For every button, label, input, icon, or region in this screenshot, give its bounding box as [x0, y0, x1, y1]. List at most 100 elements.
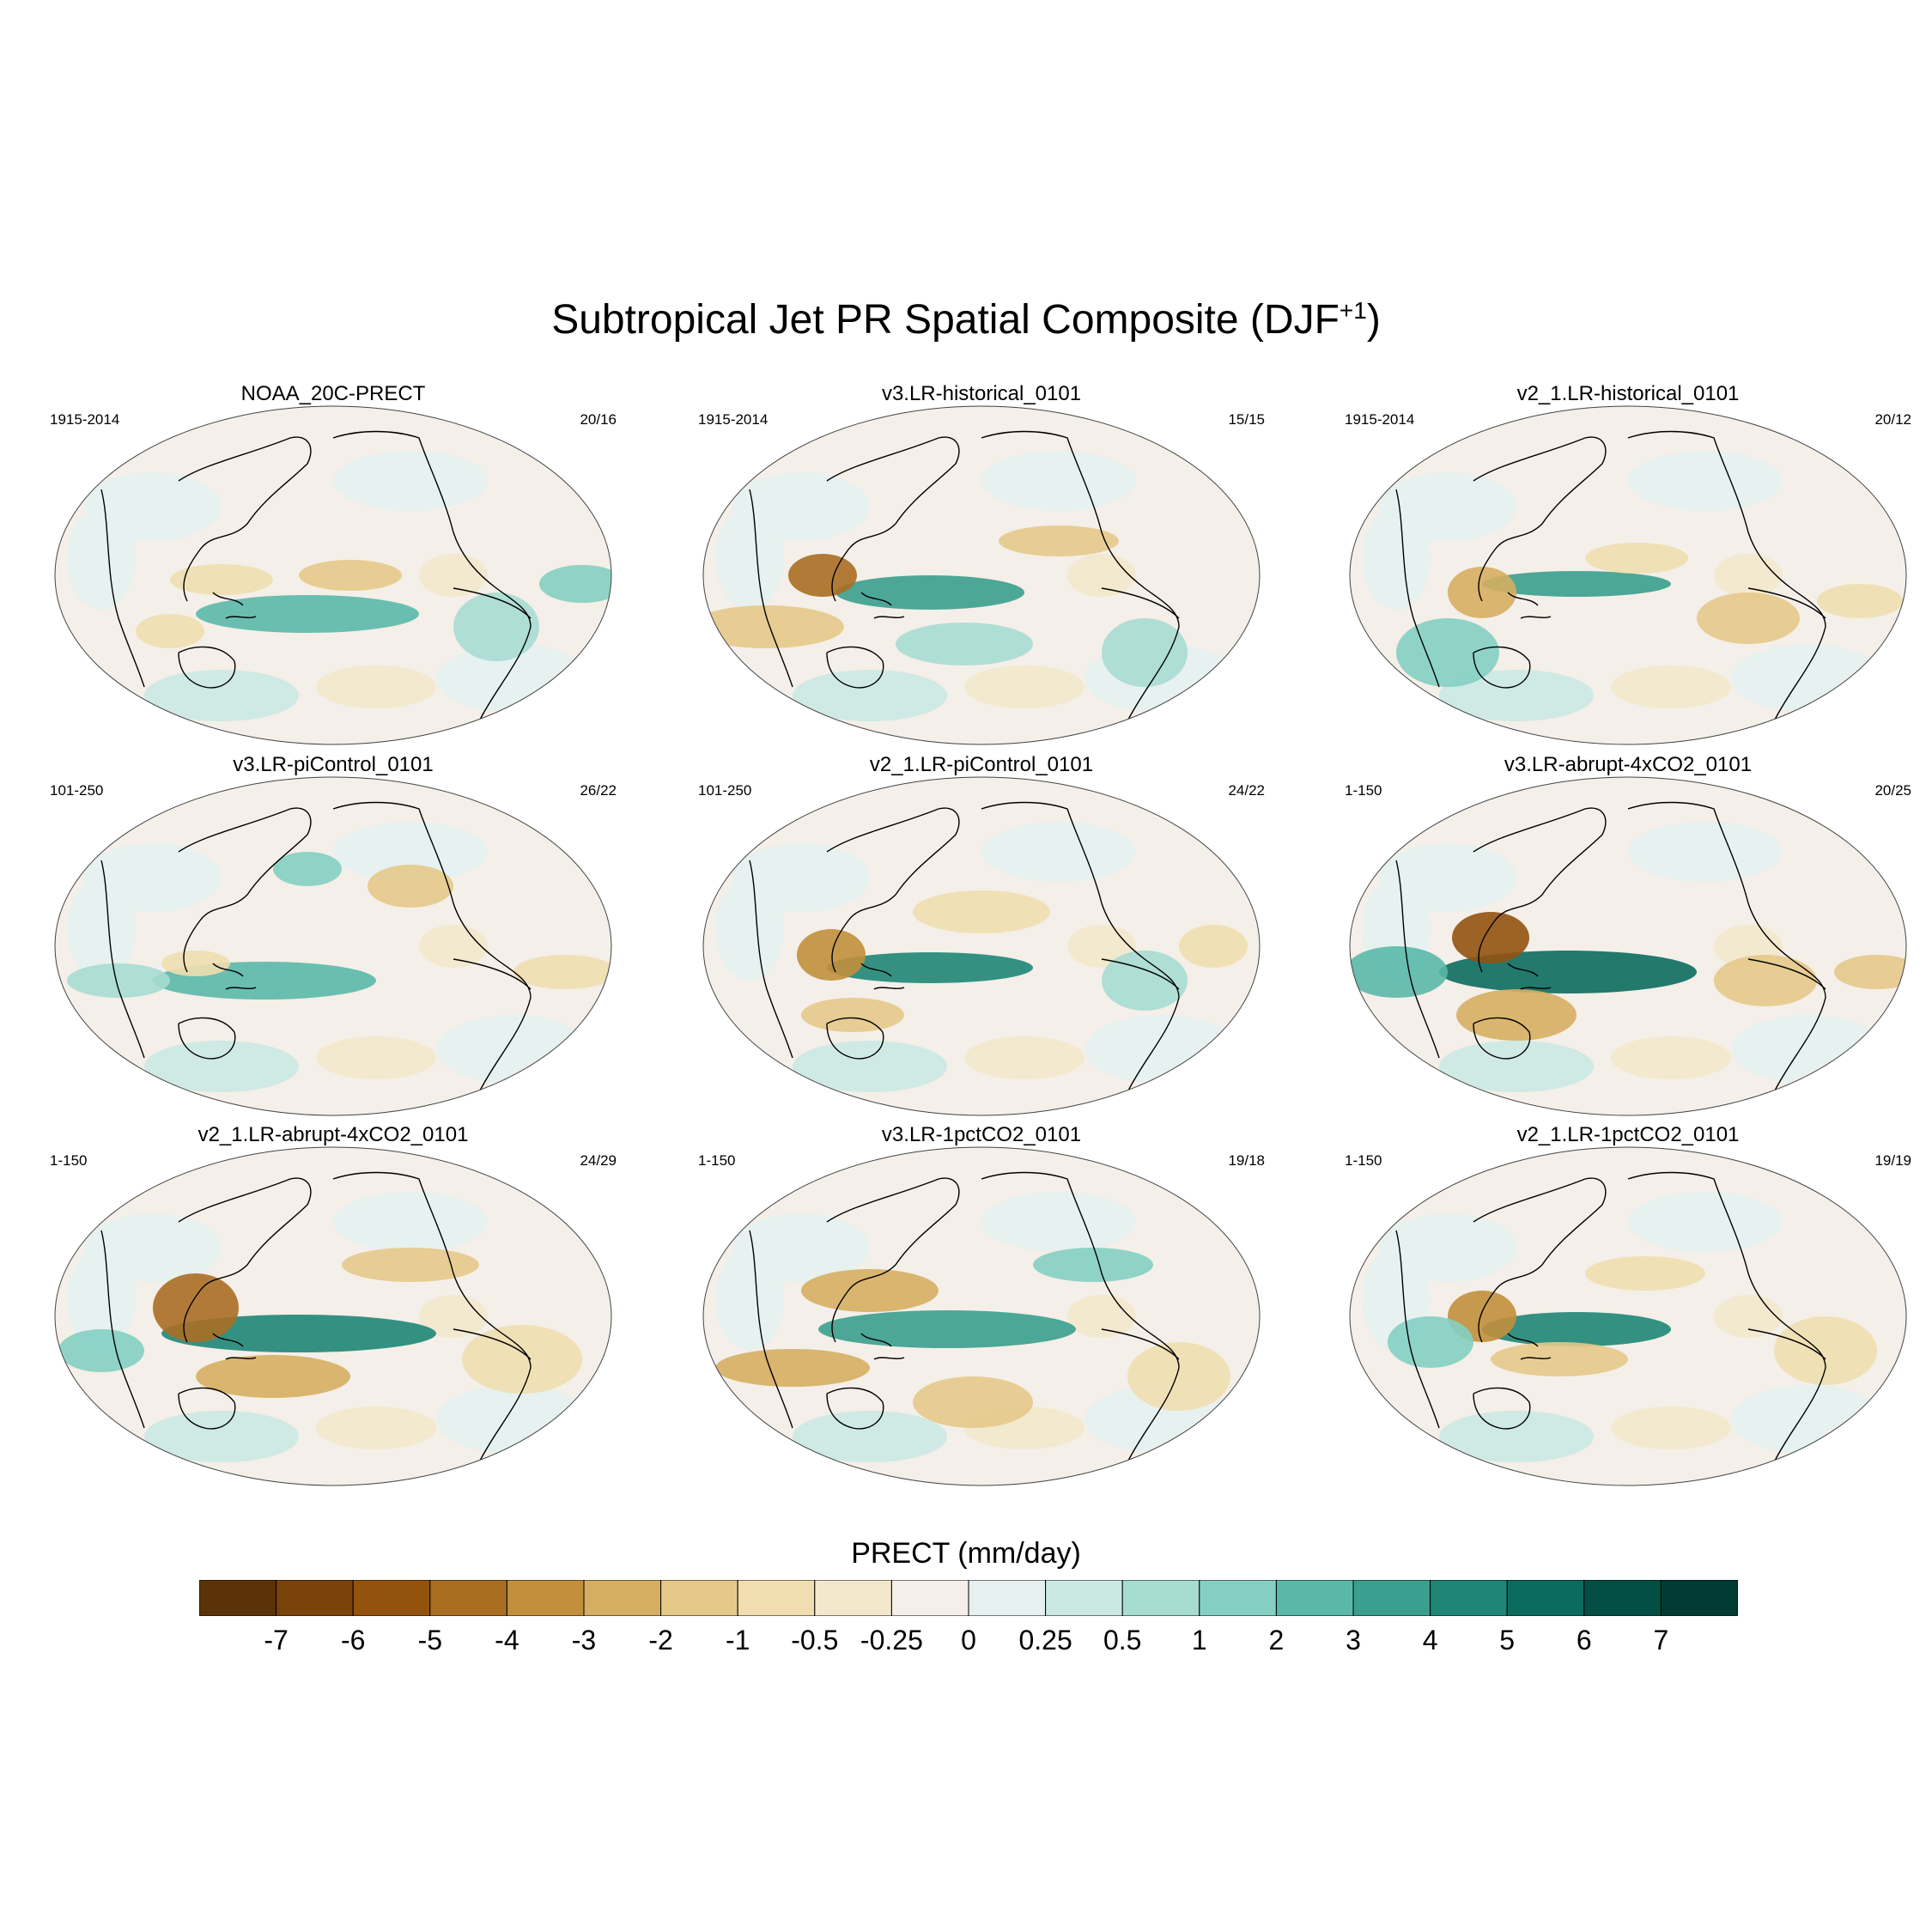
anomaly-patch	[419, 1295, 488, 1338]
colorbar-swatch	[737, 1580, 816, 1616]
anomaly-patch	[793, 1041, 947, 1092]
anomaly-patch	[1482, 571, 1671, 597]
anomaly-patch	[913, 1376, 1033, 1428]
coastline	[860, 592, 905, 619]
colorbar-tick-label: -0.5	[791, 1625, 839, 1656]
anomaly-patch	[136, 614, 204, 648]
coastline	[1101, 1328, 1180, 1360]
map-plot	[1349, 405, 1907, 745]
panel-years: 1915-2014	[50, 411, 120, 428]
map-outline	[702, 776, 1261, 1116]
coastline	[1473, 436, 1607, 602]
anomaly-patch	[67, 1248, 136, 1351]
coastline	[100, 489, 145, 688]
colorbar-tick-label: -3	[571, 1625, 597, 1656]
colorbar-swatch	[506, 1580, 585, 1616]
coastline	[212, 592, 257, 619]
colorbar-tick-label: -5	[417, 1625, 443, 1656]
map-plot	[54, 776, 612, 1116]
panel-count: 19/19	[1874, 1152, 1911, 1169]
anomaly-patch	[513, 955, 611, 989]
anomaly-patch	[715, 878, 784, 981]
anomaly-patch	[1714, 955, 1817, 1006]
coastline	[1507, 1333, 1552, 1360]
anomaly-patch	[1491, 1342, 1628, 1376]
anomaly-patch	[1033, 1248, 1153, 1282]
anomaly-patch	[316, 1406, 436, 1449]
coastline	[1507, 592, 1552, 619]
colorbar-tick-label: 2	[1268, 1625, 1285, 1656]
colorbar-swatch	[583, 1580, 662, 1616]
map-outline	[54, 1146, 612, 1486]
colorbar-tick-label: -2	[648, 1625, 673, 1656]
coastline	[826, 807, 960, 973]
colorbar-swatch	[814, 1580, 892, 1616]
colorbar-tick-label: 0.25	[1018, 1625, 1072, 1656]
colorbar-swatch	[660, 1580, 738, 1616]
colorbar-tick-label: 3	[1346, 1625, 1361, 1656]
map-plot	[1349, 1146, 1907, 1486]
colorbar-tick-label: 6	[1576, 1625, 1592, 1656]
colorbar-swatch	[352, 1580, 431, 1616]
anomaly-patch	[1714, 1295, 1783, 1338]
panel-years: 1-150	[698, 1152, 736, 1169]
colorbar-swatch	[1583, 1580, 1662, 1616]
map-panel: v3.LR-abrupt-4xCO2_0101 1-150 20/25	[1345, 753, 1911, 1122]
coastline	[453, 1328, 532, 1360]
coastline	[453, 958, 532, 990]
anomaly-patch	[1611, 1406, 1731, 1449]
colorbar	[199, 1580, 1738, 1616]
panel-years: 1915-2014	[1345, 411, 1415, 428]
anomaly-patch	[58, 1329, 144, 1372]
coastline	[178, 1017, 236, 1060]
anomaly-patch	[1585, 543, 1688, 574]
colorbar-swatch	[1506, 1580, 1585, 1616]
map-plot	[702, 776, 1261, 1116]
anomaly-patch	[896, 623, 1033, 665]
anomaly-patch	[1362, 507, 1431, 610]
map-plot	[1349, 776, 1907, 1116]
panel-title: NOAA_20C-PRECT	[240, 382, 426, 405]
coastline	[1627, 1171, 1826, 1463]
anomaly-patch	[1084, 1015, 1239, 1084]
coastline	[981, 801, 1180, 1093]
anomaly-patch	[793, 1411, 947, 1462]
panel-years: 1-150	[1345, 782, 1382, 799]
anomaly-patch	[703, 605, 844, 648]
panel-count: 19/18	[1228, 1152, 1265, 1169]
coastline	[212, 963, 257, 990]
map-panel: v3.LR-piControl_0101 101-250 26/22	[50, 753, 617, 1122]
anomaly-patch	[67, 963, 170, 998]
colorbar-swatch	[890, 1580, 969, 1616]
panel-title: v3.LR-piControl_0101	[233, 753, 434, 776]
anomaly-patch	[964, 665, 1084, 708]
coastline	[749, 489, 793, 688]
anomaly-patch	[818, 1310, 1076, 1348]
anomaly-patch	[1102, 951, 1188, 1011]
coastline	[212, 1333, 257, 1360]
colorbar-tick-label: 4	[1422, 1625, 1438, 1656]
map-plot	[702, 1146, 1261, 1486]
map-outline	[702, 1146, 1261, 1486]
anomaly-patch	[1817, 584, 1903, 618]
anomaly-patch	[1611, 1036, 1731, 1079]
coastline	[178, 1177, 312, 1343]
anomaly-patch	[1067, 554, 1136, 597]
colorbar-swatch	[199, 1580, 277, 1616]
anomaly-patch	[170, 564, 273, 595]
colorbar-tick-label: 0	[961, 1625, 976, 1656]
coastline	[826, 1017, 884, 1060]
map-outline	[54, 405, 612, 745]
colorbar-swatch	[1199, 1580, 1277, 1616]
anomaly-patch	[1102, 618, 1188, 687]
anomaly-patch	[419, 925, 488, 968]
anomaly-patch	[316, 1036, 436, 1079]
coastline	[1395, 860, 1440, 1059]
colorbar-tick-label: -6	[340, 1625, 366, 1656]
map-panel: v3.LR-historical_0101 1915-2014 15/15	[698, 382, 1265, 751]
colorbar-swatch	[1430, 1580, 1508, 1616]
anomaly-patch	[333, 822, 488, 882]
anomaly-patch	[342, 1248, 479, 1282]
colorbar-title: PRECT (mm/day)	[851, 1537, 1081, 1570]
anomaly-patch	[67, 878, 136, 981]
